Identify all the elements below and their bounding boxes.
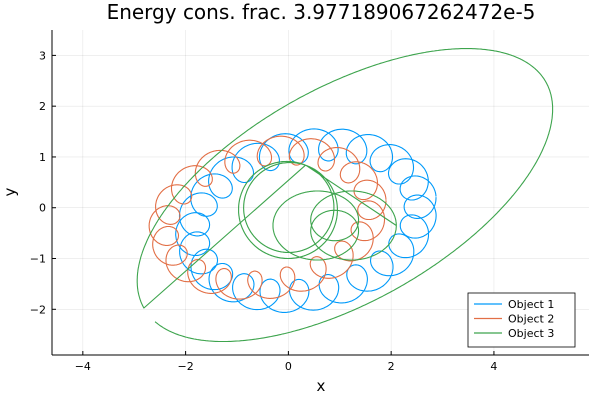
x-tick-label: −2: [177, 360, 193, 373]
x-axis-label: x: [317, 377, 326, 395]
grid: [52, 30, 589, 355]
series-line-3: [136, 48, 554, 343]
chart-title: Energy cons. frac. 3.977189067262472e-5: [107, 0, 536, 24]
series-layer: [136, 48, 554, 343]
legend-box: [467, 292, 576, 348]
y-tick-label: 3: [39, 49, 46, 62]
x-tick-label: 0: [285, 360, 292, 373]
axes: [51, 30, 589, 356]
series-line-2: [148, 135, 387, 300]
y-tick-label: 0: [39, 202, 46, 215]
y-tick-label: 2: [39, 100, 46, 113]
y-axis-label: y: [1, 187, 19, 196]
y-tick-label: −1: [30, 253, 46, 266]
legend-label-3: Object 3: [508, 327, 554, 340]
x-tick-label: 2: [388, 360, 395, 373]
legend-label-2: Object 2: [508, 313, 554, 326]
legend-label-1: Object 1: [508, 298, 554, 311]
y-tick-label: 1: [39, 151, 46, 164]
series-line-1: [175, 128, 437, 313]
x-tick-label: 4: [490, 360, 497, 373]
y-tick-label: −2: [30, 303, 46, 316]
tick-labels: −4 −2 0 2 4 −2 −1 0 1 2 3: [30, 49, 498, 373]
x-tick-label: −4: [75, 360, 91, 373]
